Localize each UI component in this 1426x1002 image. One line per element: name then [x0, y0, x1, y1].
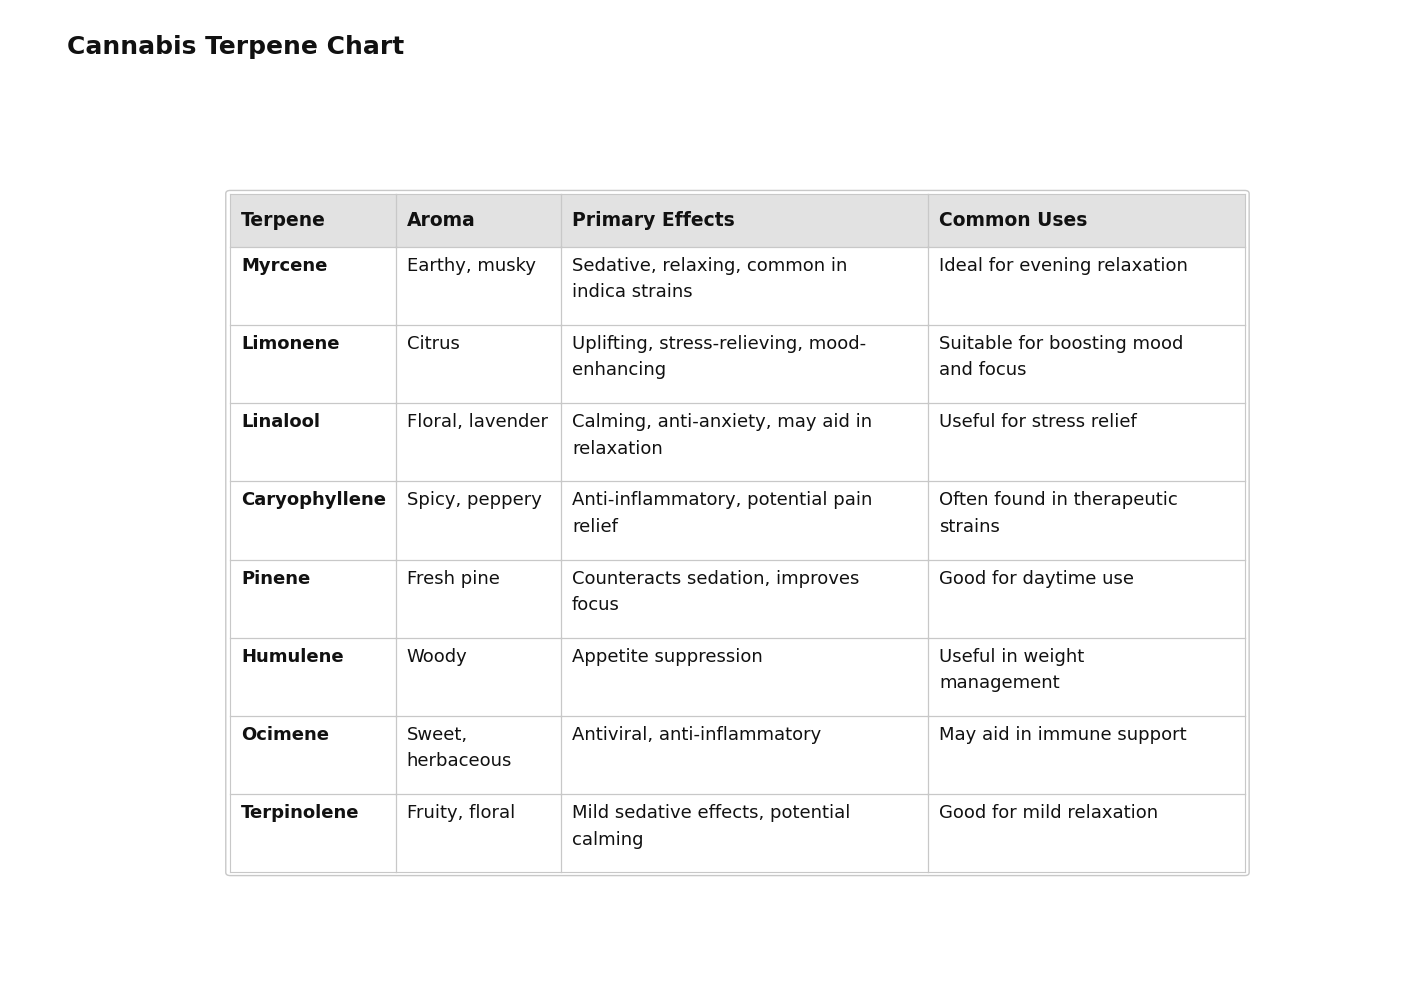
Text: Calming, anti-anxiety, may aid in
relaxation: Calming, anti-anxiety, may aid in relaxa… [572, 413, 873, 458]
Bar [560, 638, 928, 716]
Bar [560, 716, 928, 795]
Bar [928, 325, 1245, 403]
Text: Citrus: Citrus [406, 335, 459, 353]
Bar [230, 559, 395, 638]
Text: Cannabis Terpene Chart: Cannabis Terpene Chart [67, 35, 405, 59]
Text: Fresh pine: Fresh pine [406, 569, 499, 587]
Bar [395, 193, 560, 246]
Text: Pinene: Pinene [241, 569, 311, 587]
Bar [230, 325, 395, 403]
Text: Terpinolene: Terpinolene [241, 805, 359, 823]
Text: Linalool: Linalool [241, 413, 321, 431]
Text: Caryophyllene: Caryophyllene [241, 491, 386, 509]
Bar [230, 716, 395, 795]
Bar [230, 403, 395, 481]
Text: Sweet,
herbaceous: Sweet, herbaceous [406, 726, 512, 771]
Text: Floral, lavender: Floral, lavender [406, 413, 548, 431]
Text: Primary Effects: Primary Effects [572, 210, 734, 229]
Bar [230, 481, 395, 559]
Bar [928, 795, 1245, 873]
Bar [560, 481, 928, 559]
Bar [928, 246, 1245, 325]
Bar [928, 716, 1245, 795]
Bar [395, 481, 560, 559]
Text: Earthy, musky: Earthy, musky [406, 257, 536, 275]
Text: Good for mild relaxation: Good for mild relaxation [940, 805, 1158, 823]
Text: Often found in therapeutic
strains: Often found in therapeutic strains [940, 491, 1178, 536]
Bar [395, 403, 560, 481]
Bar [395, 246, 560, 325]
Bar [560, 325, 928, 403]
Bar [395, 559, 560, 638]
Bar [928, 638, 1245, 716]
Bar [395, 638, 560, 716]
Text: Ocimene: Ocimene [241, 726, 329, 744]
Text: Fruity, floral: Fruity, floral [406, 805, 515, 823]
Text: Anti-inflammatory, potential pain
relief: Anti-inflammatory, potential pain relief [572, 491, 873, 536]
Text: Sedative, relaxing, common in
indica strains: Sedative, relaxing, common in indica str… [572, 257, 847, 302]
Bar [928, 481, 1245, 559]
Text: Uplifting, stress-relieving, mood-
enhancing: Uplifting, stress-relieving, mood- enhan… [572, 335, 866, 380]
Bar [395, 795, 560, 873]
Bar [230, 193, 395, 246]
Text: Appetite suppression: Appetite suppression [572, 648, 763, 666]
Bar [560, 193, 928, 246]
Text: Aroma: Aroma [406, 210, 475, 229]
Text: Mild sedative effects, potential
calming: Mild sedative effects, potential calming [572, 805, 850, 849]
Bar [928, 193, 1245, 246]
Bar [560, 559, 928, 638]
Text: Limonene: Limonene [241, 335, 339, 353]
Bar [230, 638, 395, 716]
Bar [230, 795, 395, 873]
Text: May aid in immune support: May aid in immune support [940, 726, 1186, 744]
Text: Ideal for evening relaxation: Ideal for evening relaxation [940, 257, 1188, 275]
Bar [395, 325, 560, 403]
Text: Suitable for boosting mood
and focus: Suitable for boosting mood and focus [940, 335, 1184, 380]
Text: Antiviral, anti-inflammatory: Antiviral, anti-inflammatory [572, 726, 821, 744]
Bar [230, 246, 395, 325]
Bar [560, 403, 928, 481]
Bar [395, 716, 560, 795]
Text: Terpene: Terpene [241, 210, 327, 229]
Bar [928, 403, 1245, 481]
Text: Common Uses: Common Uses [940, 210, 1088, 229]
Text: Humulene: Humulene [241, 648, 344, 666]
Bar [560, 246, 928, 325]
Text: Woody: Woody [406, 648, 468, 666]
Text: Good for daytime use: Good for daytime use [940, 569, 1134, 587]
Text: Spicy, peppery: Spicy, peppery [406, 491, 542, 509]
Bar [928, 559, 1245, 638]
Text: Useful for stress relief: Useful for stress relief [940, 413, 1137, 431]
Text: Myrcene: Myrcene [241, 257, 328, 275]
Bar [560, 795, 928, 873]
Text: Useful in weight
management: Useful in weight management [940, 648, 1085, 692]
Text: Counteracts sedation, improves
focus: Counteracts sedation, improves focus [572, 569, 860, 614]
